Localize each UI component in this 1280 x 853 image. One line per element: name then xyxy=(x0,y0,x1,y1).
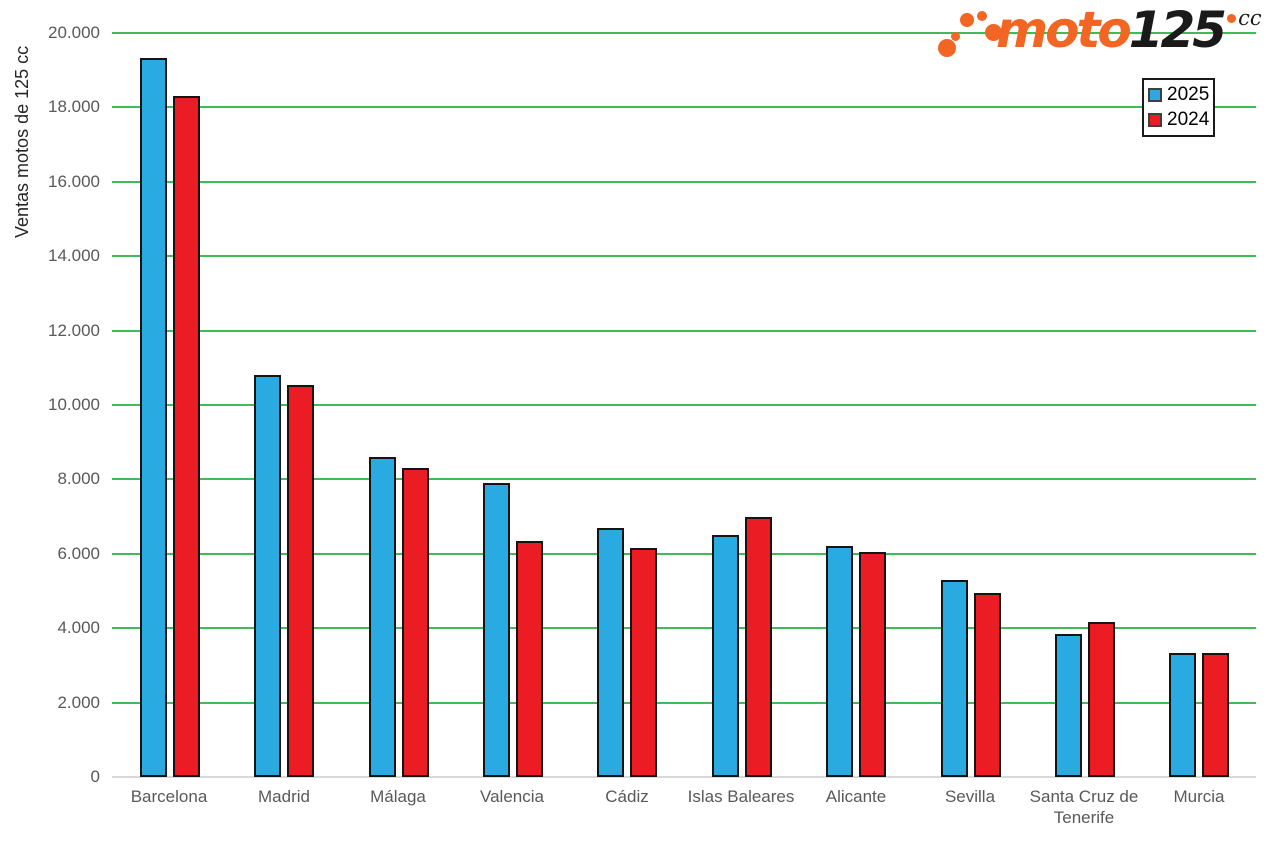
y-tick-label: 14.000 xyxy=(48,246,100,266)
logo-dot-icon xyxy=(1227,14,1237,23)
gridline xyxy=(112,329,1256,332)
legend-label: 2025 xyxy=(1167,84,1210,106)
y-tick-label: 20.000 xyxy=(48,23,100,42)
bar-2024-m-laga xyxy=(402,468,429,777)
legend-label: 2024 xyxy=(1167,108,1210,130)
x-category-label: Islas Baleares xyxy=(687,787,795,806)
y-tick-label: 10.000 xyxy=(48,395,100,414)
x-category-label: Madrid xyxy=(258,787,310,806)
logo-cc-suffix: cc xyxy=(1227,8,1262,29)
chart-legend: 2025 2024 xyxy=(1142,78,1215,137)
y-tick-label: 4.000 xyxy=(57,618,100,638)
y-tick-label: 8.000 xyxy=(57,469,100,489)
logo-text-cc: cc xyxy=(1238,6,1262,30)
y-tick-label: 0 xyxy=(90,767,100,786)
bar-2025-m-laga xyxy=(369,457,396,777)
gridline xyxy=(112,255,1256,258)
x-category-label: Sevilla xyxy=(944,787,996,806)
gridline xyxy=(112,478,1256,481)
gridline xyxy=(112,180,1256,183)
x-category-label: Málaga xyxy=(370,787,426,806)
bar-2025-sevilla xyxy=(941,580,968,777)
bar-2025-valencia xyxy=(483,483,510,777)
x-category-label: Murcia xyxy=(1173,787,1225,806)
gridline xyxy=(112,32,1256,34)
bar-2025-islas-baleares xyxy=(712,535,739,777)
logo-dot-icon xyxy=(951,32,960,41)
legend-item-2025: 2025 xyxy=(1148,84,1209,106)
bar-2024-c-diz xyxy=(630,548,657,777)
logo-dot-icon xyxy=(985,24,1002,41)
moto125-logo: moto 125 cc xyxy=(930,0,1270,70)
x-category-label: Cádiz xyxy=(605,787,649,806)
gridline xyxy=(112,552,1256,555)
x-axis-line xyxy=(112,776,1256,778)
legend-marker-icon xyxy=(1148,88,1162,103)
y-tick-label: 12.000 xyxy=(48,320,100,340)
bar-2024-valencia xyxy=(516,541,543,777)
logo-text-moto: moto xyxy=(996,1,1132,59)
bar-2024-madrid xyxy=(287,385,314,777)
legend-item-2024: 2024 xyxy=(1148,109,1209,131)
bar-2024-murcia xyxy=(1202,653,1229,777)
x-category-label: Valencia xyxy=(480,787,544,806)
logo-dot-icon xyxy=(977,11,987,21)
gridline xyxy=(112,106,1256,109)
bar-2025-santa-cruz-de-tenerife xyxy=(1055,634,1082,777)
bar-2025-alicante xyxy=(826,546,853,777)
y-tick-label: 18.000 xyxy=(48,97,100,117)
bar-2025-murcia xyxy=(1169,653,1196,777)
x-category-label: Barcelona xyxy=(130,787,208,806)
y-tick-label: 6.000 xyxy=(57,543,100,563)
plot-area xyxy=(112,32,1256,778)
bar-2024-alicante xyxy=(859,552,886,777)
y-tick-label: 16.000 xyxy=(48,171,100,191)
logo-text-125: 125 xyxy=(1128,1,1227,59)
x-category-label: Alicante xyxy=(825,787,887,806)
bar-2025-c-diz xyxy=(597,528,624,777)
bar-2024-islas-baleares xyxy=(745,517,772,777)
legend-marker-icon xyxy=(1148,112,1162,127)
logo-dot-icon xyxy=(938,39,956,57)
gridline xyxy=(112,404,1256,406)
y-tick-label: 2.000 xyxy=(57,692,100,712)
logo-dot-icon xyxy=(960,13,974,27)
bar-2025-barcelona xyxy=(140,58,167,777)
logo-text: moto 125 cc xyxy=(996,0,1262,60)
bar-2024-barcelona xyxy=(173,96,200,777)
gridline xyxy=(112,701,1256,704)
y-axis-title: Ventas motos de 125 cc xyxy=(12,45,32,239)
bar-2025-madrid xyxy=(254,375,281,777)
bar-2024-santa-cruz-de-tenerife xyxy=(1088,622,1115,777)
gridline xyxy=(112,627,1256,630)
bar-2024-sevilla xyxy=(974,593,1001,777)
x-category-label: Santa Cruz de Tenerife xyxy=(1029,787,1139,827)
